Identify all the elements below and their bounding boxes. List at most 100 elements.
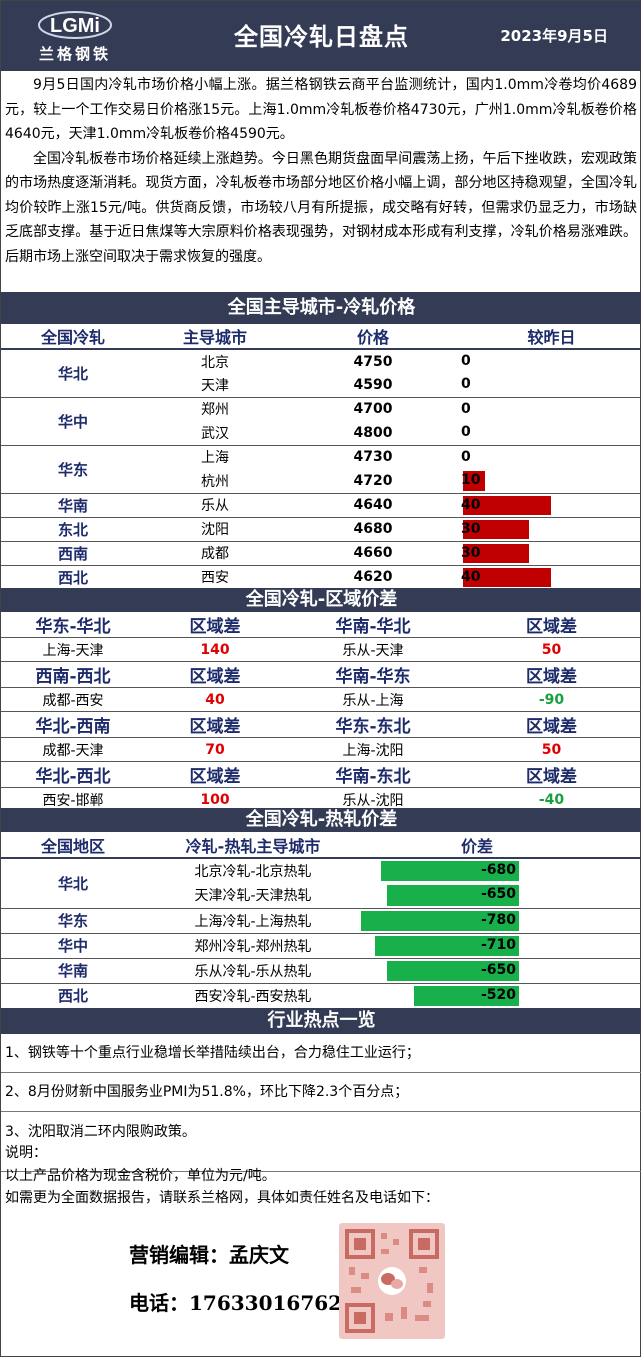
change-value: 0 bbox=[461, 448, 471, 465]
spread-row: 华南 乐从冷轧-乐从热轧 -650 bbox=[1, 958, 641, 984]
diff-value-row: 上海-天津 140 乐从-天津 50 bbox=[1, 637, 641, 662]
change-cell: 0 bbox=[461, 445, 641, 469]
price-cell: 4720 bbox=[285, 469, 461, 494]
spread-cell: -520 bbox=[361, 983, 641, 1009]
spread-value: -710 bbox=[481, 936, 517, 953]
region-cell: 华东 bbox=[1, 445, 145, 494]
diff-header-cell: 区域差 bbox=[461, 661, 641, 688]
pair-cell: 乐从冷轧-乐从热轧 bbox=[145, 958, 361, 984]
contact-editor: 营销编辑：孟庆文 bbox=[129, 1243, 289, 1267]
diff-header-row: 华北-西北 区域差 华南-东北 区域差 bbox=[1, 761, 641, 788]
diff-header-cell: 华北-西北 bbox=[1, 761, 145, 788]
price-cell: 4800 bbox=[285, 421, 461, 446]
change-value: 0 bbox=[461, 424, 471, 440]
qr-pattern-icon bbox=[345, 1229, 439, 1333]
price-cell: 4680 bbox=[285, 517, 461, 542]
col-header-price: 价格 bbox=[285, 324, 461, 350]
price-row: 杭州 4720 10 bbox=[1, 469, 641, 494]
logo-mark-icon: LGMi bbox=[38, 11, 112, 39]
notes-line-2: 如需更为全面数据报告，请联系兰格网，具体如责任姓名及电话如下： bbox=[5, 1190, 439, 1206]
diff-pair-cell: 乐从-天津 bbox=[285, 637, 461, 662]
hot-topics-list: 1、钢铁等十个重点行业稳增长举措陆续出台，合力稳住工业运行； 2、8月份财新中国… bbox=[1, 1034, 641, 1172]
diff-pair-cell: 成都-西安 bbox=[1, 687, 145, 712]
diff-header-cell: 华南-东北 bbox=[285, 761, 461, 788]
spread-cell: -650 bbox=[361, 958, 641, 984]
hot-topic-item: 2、8月份财新中国服务业PMI为51.8%，环比下降2.3个百分点； bbox=[1, 1073, 641, 1112]
region-diff-table: 华东-华北 区域差 华南-华北 区域差 上海-天津 140 乐从-天津 50 西南-西北 区域差华… bbox=[1, 612, 641, 812]
diff-header-cell: 西南-西北 bbox=[1, 661, 145, 688]
city-cell: 上海 bbox=[201, 450, 229, 467]
diff-pair-cell: 西安-邯郸 bbox=[1, 787, 145, 812]
price-row: 西北 西安 4620 40 bbox=[1, 565, 641, 590]
spread-cell: -710 bbox=[361, 933, 641, 959]
diff-pair-cell: 上海-天津 bbox=[1, 637, 145, 662]
city-cell: 乐从 bbox=[145, 493, 285, 518]
diff-header-cell: 华东-华北 bbox=[1, 612, 145, 638]
area-cell: 华中 bbox=[1, 933, 145, 959]
spread-row: 天津冷轧-天津热轧 -650 bbox=[1, 883, 641, 909]
diff-header-row: 华北-西南 区域差 华东-东北 区域差 bbox=[1, 711, 641, 738]
price-row: 武汉 4800 0 bbox=[1, 421, 641, 446]
diff-pair-cell: 上海-沈阳 bbox=[285, 737, 461, 762]
area-cell: 华东 bbox=[1, 908, 145, 934]
region-cell: 华中 bbox=[1, 397, 145, 446]
region-cell: 华北 bbox=[1, 349, 145, 398]
lgmi-logo: LGMi 兰格钢铁 bbox=[35, 9, 115, 67]
spread-cell: -680 bbox=[361, 858, 641, 883]
city-cell: 西安 bbox=[145, 565, 285, 590]
spread-value: -650 bbox=[481, 886, 517, 902]
diff-value-row: 成都-天津 70 上海-沈阳 50 bbox=[1, 737, 641, 762]
report-date: 2023年9月5日 bbox=[500, 27, 608, 45]
change-bar bbox=[463, 519, 529, 539]
notes: 说明： 以上产品价格为现金含税价，单位为元/吨。 如需更为全面数据报告，请联系兰… bbox=[5, 1142, 439, 1210]
spread-bar bbox=[414, 985, 519, 1006]
city-cell: 郑州 bbox=[201, 402, 229, 419]
diff-value-cell: 100 bbox=[145, 787, 285, 812]
hot-topic-item: 1、钢铁等十个重点行业稳增长举措陆续出台，合力稳住工业运行； bbox=[1, 1034, 641, 1073]
cold-price-table: 全国冷轧 主导城市 价格 较昨日 华北 北京 4750 0 天津 4590 0 华中 郑州 470… bbox=[1, 324, 641, 590]
page-title: 全国冷轧日盘点 bbox=[234, 23, 409, 51]
diff-header-cell: 区域差 bbox=[145, 761, 285, 788]
diff-value-row: 成都-西安 40 乐从-上海 -90 bbox=[1, 687, 641, 712]
pair-cell: 天津冷轧-天津热轧 bbox=[145, 883, 361, 909]
change-value: 30 bbox=[461, 544, 481, 561]
notes-label: 说明： bbox=[5, 1145, 47, 1161]
price-cell: 4750 bbox=[353, 353, 393, 370]
city-cell: 武汉 bbox=[145, 421, 285, 446]
contact-phone: 电话：17633016762 bbox=[129, 1291, 343, 1315]
diff-header-row: 华东-华北 区域差 华南-华北 区域差 bbox=[1, 612, 641, 638]
diff-value-cell: 50 bbox=[461, 737, 641, 762]
svg-text:LGMi: LGMi bbox=[50, 15, 100, 37]
change-bar bbox=[463, 543, 529, 563]
spread-cell: -650 bbox=[361, 883, 641, 909]
intro-text: 9月5日国内冷轧市场价格小幅上涨。据兰格钢铁云商平台监测统计，国内1.0mm冷卷… bbox=[5, 73, 637, 269]
price-row: 西南 成都 4660 30 bbox=[1, 541, 641, 566]
diff-header-cell: 华东-东北 bbox=[285, 711, 461, 738]
header-bar: LGMi 兰格钢铁 全国冷轧日盘点 2023年9月5日 bbox=[1, 1, 641, 71]
spread-bar bbox=[361, 910, 519, 931]
spread-value: -680 bbox=[481, 862, 517, 878]
diff-header-cell: 区域差 bbox=[461, 612, 641, 638]
spread-cell: -780 bbox=[361, 908, 641, 934]
col-header-area: 全国地区 bbox=[1, 832, 145, 859]
price-row: 天津 4590 0 bbox=[1, 373, 641, 398]
diff-header-cell: 区域差 bbox=[461, 761, 641, 788]
area-cell: 西北 bbox=[1, 983, 145, 1009]
col-header-city: 主导城市 bbox=[145, 324, 285, 350]
col-header-change: 较昨日 bbox=[461, 324, 641, 350]
price-cell: 4590 bbox=[285, 373, 461, 398]
city-cell: 天津 bbox=[145, 373, 285, 398]
diff-header-cell: 区域差 bbox=[145, 612, 285, 638]
city-cell: 沈阳 bbox=[145, 517, 285, 542]
diff-header-row: 西南-西北 区域差 华南-华东 区域差 bbox=[1, 661, 641, 688]
change-bar bbox=[463, 471, 485, 491]
diff-value-cell: 70 bbox=[145, 737, 285, 762]
city-cell: 北京 bbox=[201, 354, 229, 371]
change-value: 0 bbox=[461, 376, 471, 392]
change-cell: 30 bbox=[461, 541, 641, 566]
region-cell: 西南 bbox=[1, 541, 145, 566]
price-row: 华中 郑州 4700 0 bbox=[1, 397, 641, 446]
change-cell: 40 bbox=[461, 493, 641, 518]
diff-pair-cell: 成都-天津 bbox=[1, 737, 145, 762]
spread-bar bbox=[375, 935, 519, 956]
